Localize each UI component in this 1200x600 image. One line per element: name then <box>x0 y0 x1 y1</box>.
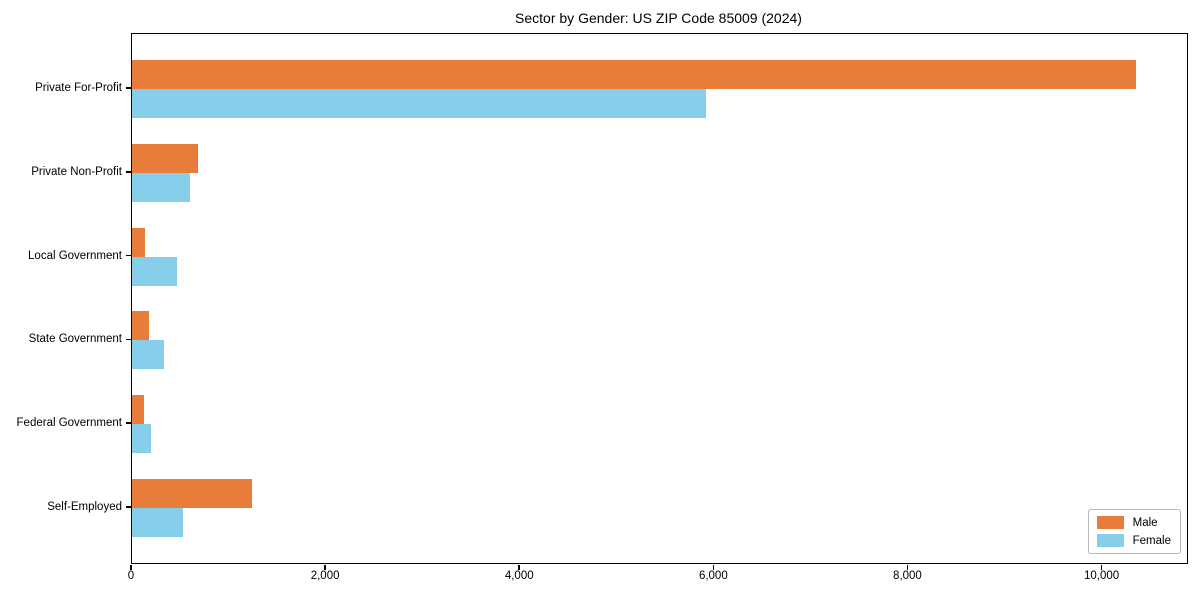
legend-label-male: Male <box>1132 516 1158 529</box>
x-axis-tick <box>1100 564 1103 570</box>
x-axis-tick-label: 0 <box>127 570 135 582</box>
category-label: State Government <box>28 333 122 346</box>
legend: Male Female <box>1087 509 1181 554</box>
y-axis-tick <box>126 422 131 424</box>
category-label: Private For-Profit <box>35 82 122 94</box>
x-axis-tick <box>518 564 520 570</box>
category-label: Local Government <box>28 249 122 262</box>
category-label: Federal Government <box>16 417 122 430</box>
x-axis-tick <box>906 564 909 570</box>
x-axis-tick-label: 10,000 <box>1083 570 1120 582</box>
legend-label-female: Female <box>1132 534 1171 547</box>
y-axis-tick <box>126 254 131 257</box>
legend-entry-male: Male <box>1096 516 1171 529</box>
x-axis-tick <box>130 564 132 570</box>
plot-area: Male Female <box>131 33 1188 564</box>
category-label: Self-Employed <box>47 501 122 513</box>
bar-female <box>132 424 151 454</box>
bar-male <box>132 60 1136 89</box>
legend-entry-female: Female <box>1096 534 1171 547</box>
legend-swatch-male <box>1096 516 1124 529</box>
y-axis-tick <box>126 87 131 89</box>
x-axis-tick-label: 2,000 <box>310 570 340 582</box>
bar-male <box>132 143 198 173</box>
bar-female <box>132 256 178 286</box>
bar-male <box>132 479 253 508</box>
bar-female <box>132 508 184 537</box>
category-label: Private Non-Profit <box>31 165 122 178</box>
y-axis-tick <box>126 506 131 508</box>
bar-male <box>132 311 149 341</box>
bar-male <box>132 395 144 425</box>
bar-female <box>132 340 164 370</box>
x-axis-tick-label: 4,000 <box>504 570 534 582</box>
chart-title: Sector by Gender: US ZIP Code 85009 (202… <box>515 10 802 26</box>
x-axis-tick-label: 6,000 <box>698 570 728 582</box>
bar-male <box>132 227 146 257</box>
bar-female <box>132 172 191 202</box>
x-axis-tick <box>712 564 715 570</box>
y-axis-tick <box>126 171 131 173</box>
legend-swatch-female <box>1096 534 1124 547</box>
bar-female <box>132 89 706 118</box>
x-axis-tick-label: 8,000 <box>893 570 922 582</box>
x-axis-tick <box>324 564 326 570</box>
y-axis-tick <box>126 338 131 341</box>
